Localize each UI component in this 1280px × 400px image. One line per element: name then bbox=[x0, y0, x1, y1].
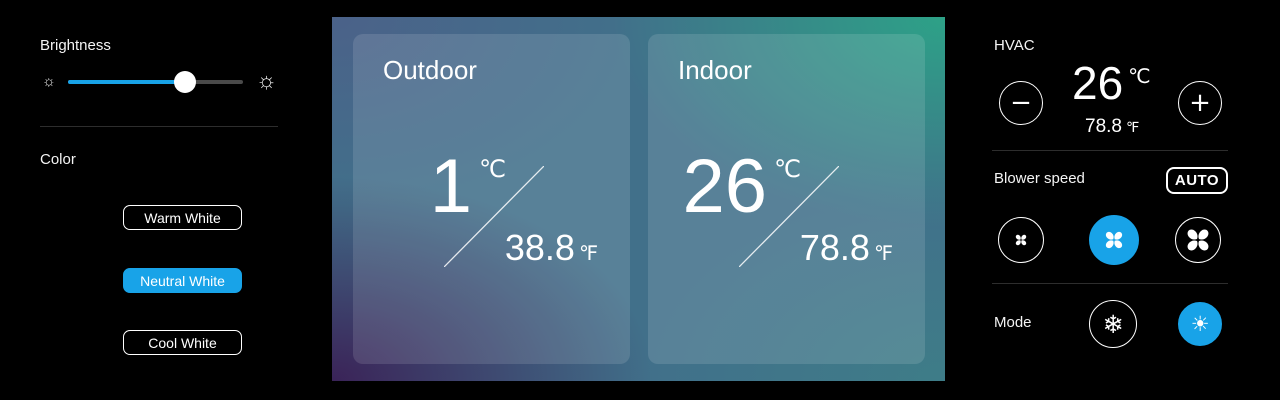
outdoor-temp-display: 1 ℃ 38.8 ℉ bbox=[420, 144, 598, 276]
minus-icon: − bbox=[1010, 88, 1032, 118]
outdoor-card-title: Outdoor bbox=[383, 55, 477, 85]
blower-speed-medium-button[interactable] bbox=[1089, 215, 1139, 265]
outdoor-celsius: 1 ℃ bbox=[429, 144, 506, 229]
snowflake-icon: ❄ bbox=[1102, 309, 1124, 339]
hvac-setpoint-celsius: 26 ℃ bbox=[1072, 57, 1151, 109]
sun-icon: ☀ bbox=[1190, 311, 1210, 336]
brightness-slider-thumb[interactable] bbox=[174, 71, 197, 93]
mode-heat-button[interactable]: ☀ bbox=[1178, 302, 1222, 346]
brightness-slider[interactable] bbox=[68, 71, 243, 93]
indoor-card-title: Indoor bbox=[678, 55, 752, 85]
outdoor-temperature-card: Outdoor 1 ℃ 38.8 ℉ bbox=[353, 34, 630, 364]
outdoor-celsius-value: 1 bbox=[429, 144, 473, 229]
climate-panel: Outdoor 1 ℃ 38.8 ℉ Indoor 26 ℃ bbox=[332, 17, 945, 381]
temperature-increase-button[interactable]: + bbox=[1178, 81, 1222, 125]
mode-cool-button[interactable]: ❄ bbox=[1089, 300, 1137, 348]
hvac-setpoint-value: 26 bbox=[1072, 57, 1124, 109]
mode-label: Mode bbox=[994, 314, 1032, 331]
color-label: Color bbox=[40, 151, 76, 168]
brightness-bright-icon: ☼ bbox=[256, 67, 278, 93]
hvac-setpoint-f-value: 78.8 bbox=[1085, 116, 1122, 137]
blower-speed-low-button[interactable] bbox=[998, 217, 1044, 263]
blower-auto-button[interactable]: AUTO bbox=[1166, 167, 1228, 194]
indoor-temp-display: 26 ℃ 78.8 ℉ bbox=[683, 149, 893, 276]
color-option-cool-white[interactable]: Cool White bbox=[123, 330, 242, 355]
light-control-panel: Brightness ☼ ☼ Color Warm White Neutral … bbox=[0, 0, 330, 400]
indoor-fahrenheit: 78.8 ℉ bbox=[800, 230, 893, 266]
color-option-neutral-white[interactable]: Neutral White bbox=[123, 268, 242, 293]
fan-high-icon bbox=[1187, 229, 1209, 251]
brightness-slider-fill bbox=[68, 80, 186, 84]
outdoor-fahrenheit-unit: ℉ bbox=[578, 243, 598, 265]
blower-speed-high-button[interactable] bbox=[1175, 217, 1221, 263]
outdoor-fahrenheit-value: 38.8 bbox=[504, 227, 575, 268]
outdoor-fahrenheit: 38.8 ℉ bbox=[505, 230, 598, 266]
plus-icon: + bbox=[1189, 88, 1211, 118]
indoor-fahrenheit-value: 78.8 bbox=[799, 227, 870, 268]
fan-medium-icon bbox=[1105, 231, 1123, 249]
indoor-celsius-unit: ℃ bbox=[774, 156, 801, 183]
blower-speed-label: Blower speed bbox=[994, 170, 1085, 187]
hvac-control-panel: HVAC − 26 ℃ 78.8 ℉ + Blower speed AUTO bbox=[944, 0, 1280, 400]
left-panel-divider bbox=[40, 126, 278, 127]
hvac-setpoint-f-unit: ℉ bbox=[1125, 119, 1140, 135]
indoor-celsius-value: 26 bbox=[682, 144, 768, 229]
indoor-fahrenheit-unit: ℉ bbox=[873, 243, 893, 265]
hvac-setpoint-fahrenheit: 78.8 ℉ bbox=[1085, 117, 1139, 136]
brightness-label: Brightness bbox=[40, 37, 111, 54]
color-option-warm-white[interactable]: Warm White bbox=[123, 205, 242, 230]
outdoor-celsius-unit: ℃ bbox=[479, 156, 506, 183]
temperature-decrease-button[interactable]: − bbox=[999, 81, 1043, 125]
slash-divider-icon bbox=[739, 166, 839, 267]
hvac-divider-1 bbox=[992, 150, 1228, 151]
slash-divider-icon bbox=[444, 166, 544, 267]
fan-low-icon bbox=[1015, 234, 1027, 246]
hvac-label: HVAC bbox=[994, 37, 1035, 54]
indoor-celsius: 26 ℃ bbox=[682, 144, 802, 229]
brightness-dim-icon: ☼ bbox=[42, 73, 56, 90]
indoor-temperature-card: Indoor 26 ℃ 78.8 ℉ bbox=[648, 34, 925, 364]
hvac-divider-2 bbox=[992, 283, 1228, 284]
hvac-setpoint-unit: ℃ bbox=[1128, 66, 1151, 88]
